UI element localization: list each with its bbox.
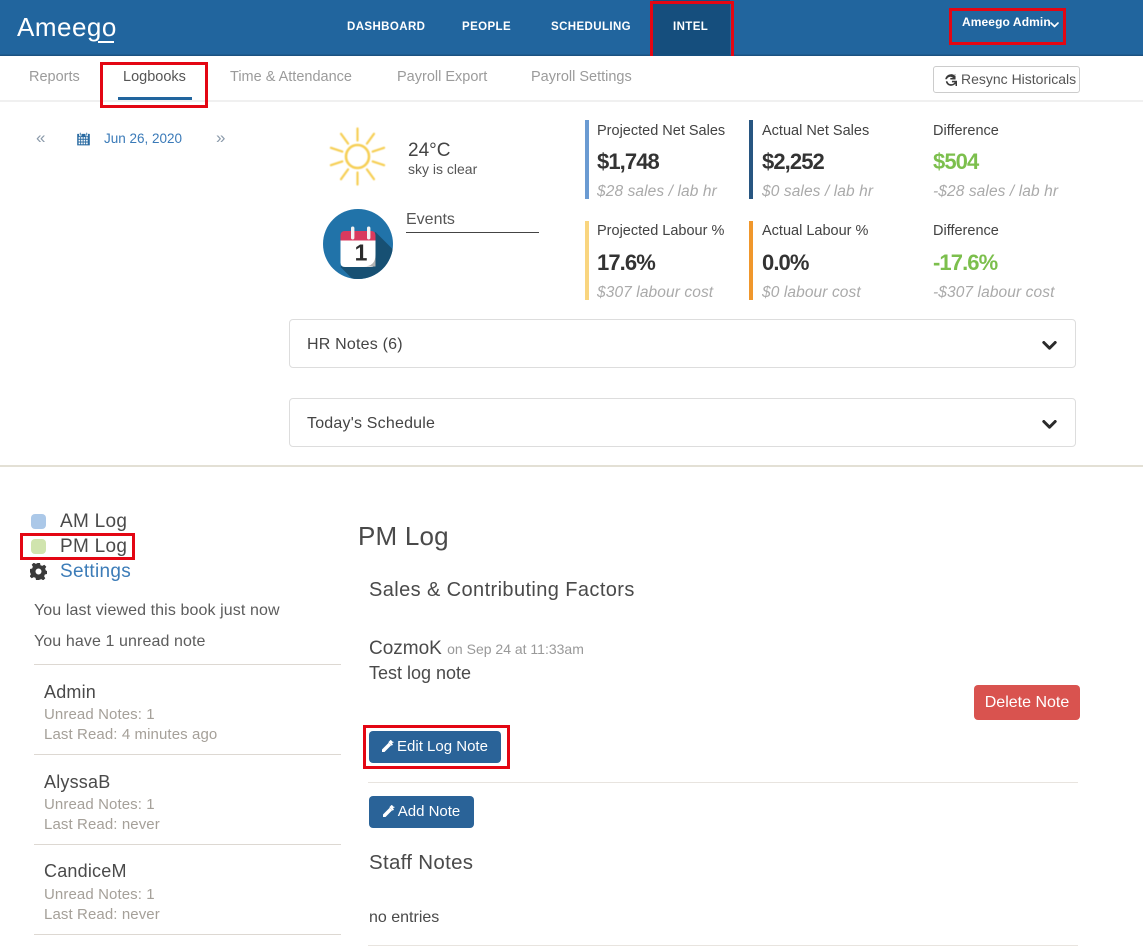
svg-text:1: 1 [355, 240, 368, 266]
